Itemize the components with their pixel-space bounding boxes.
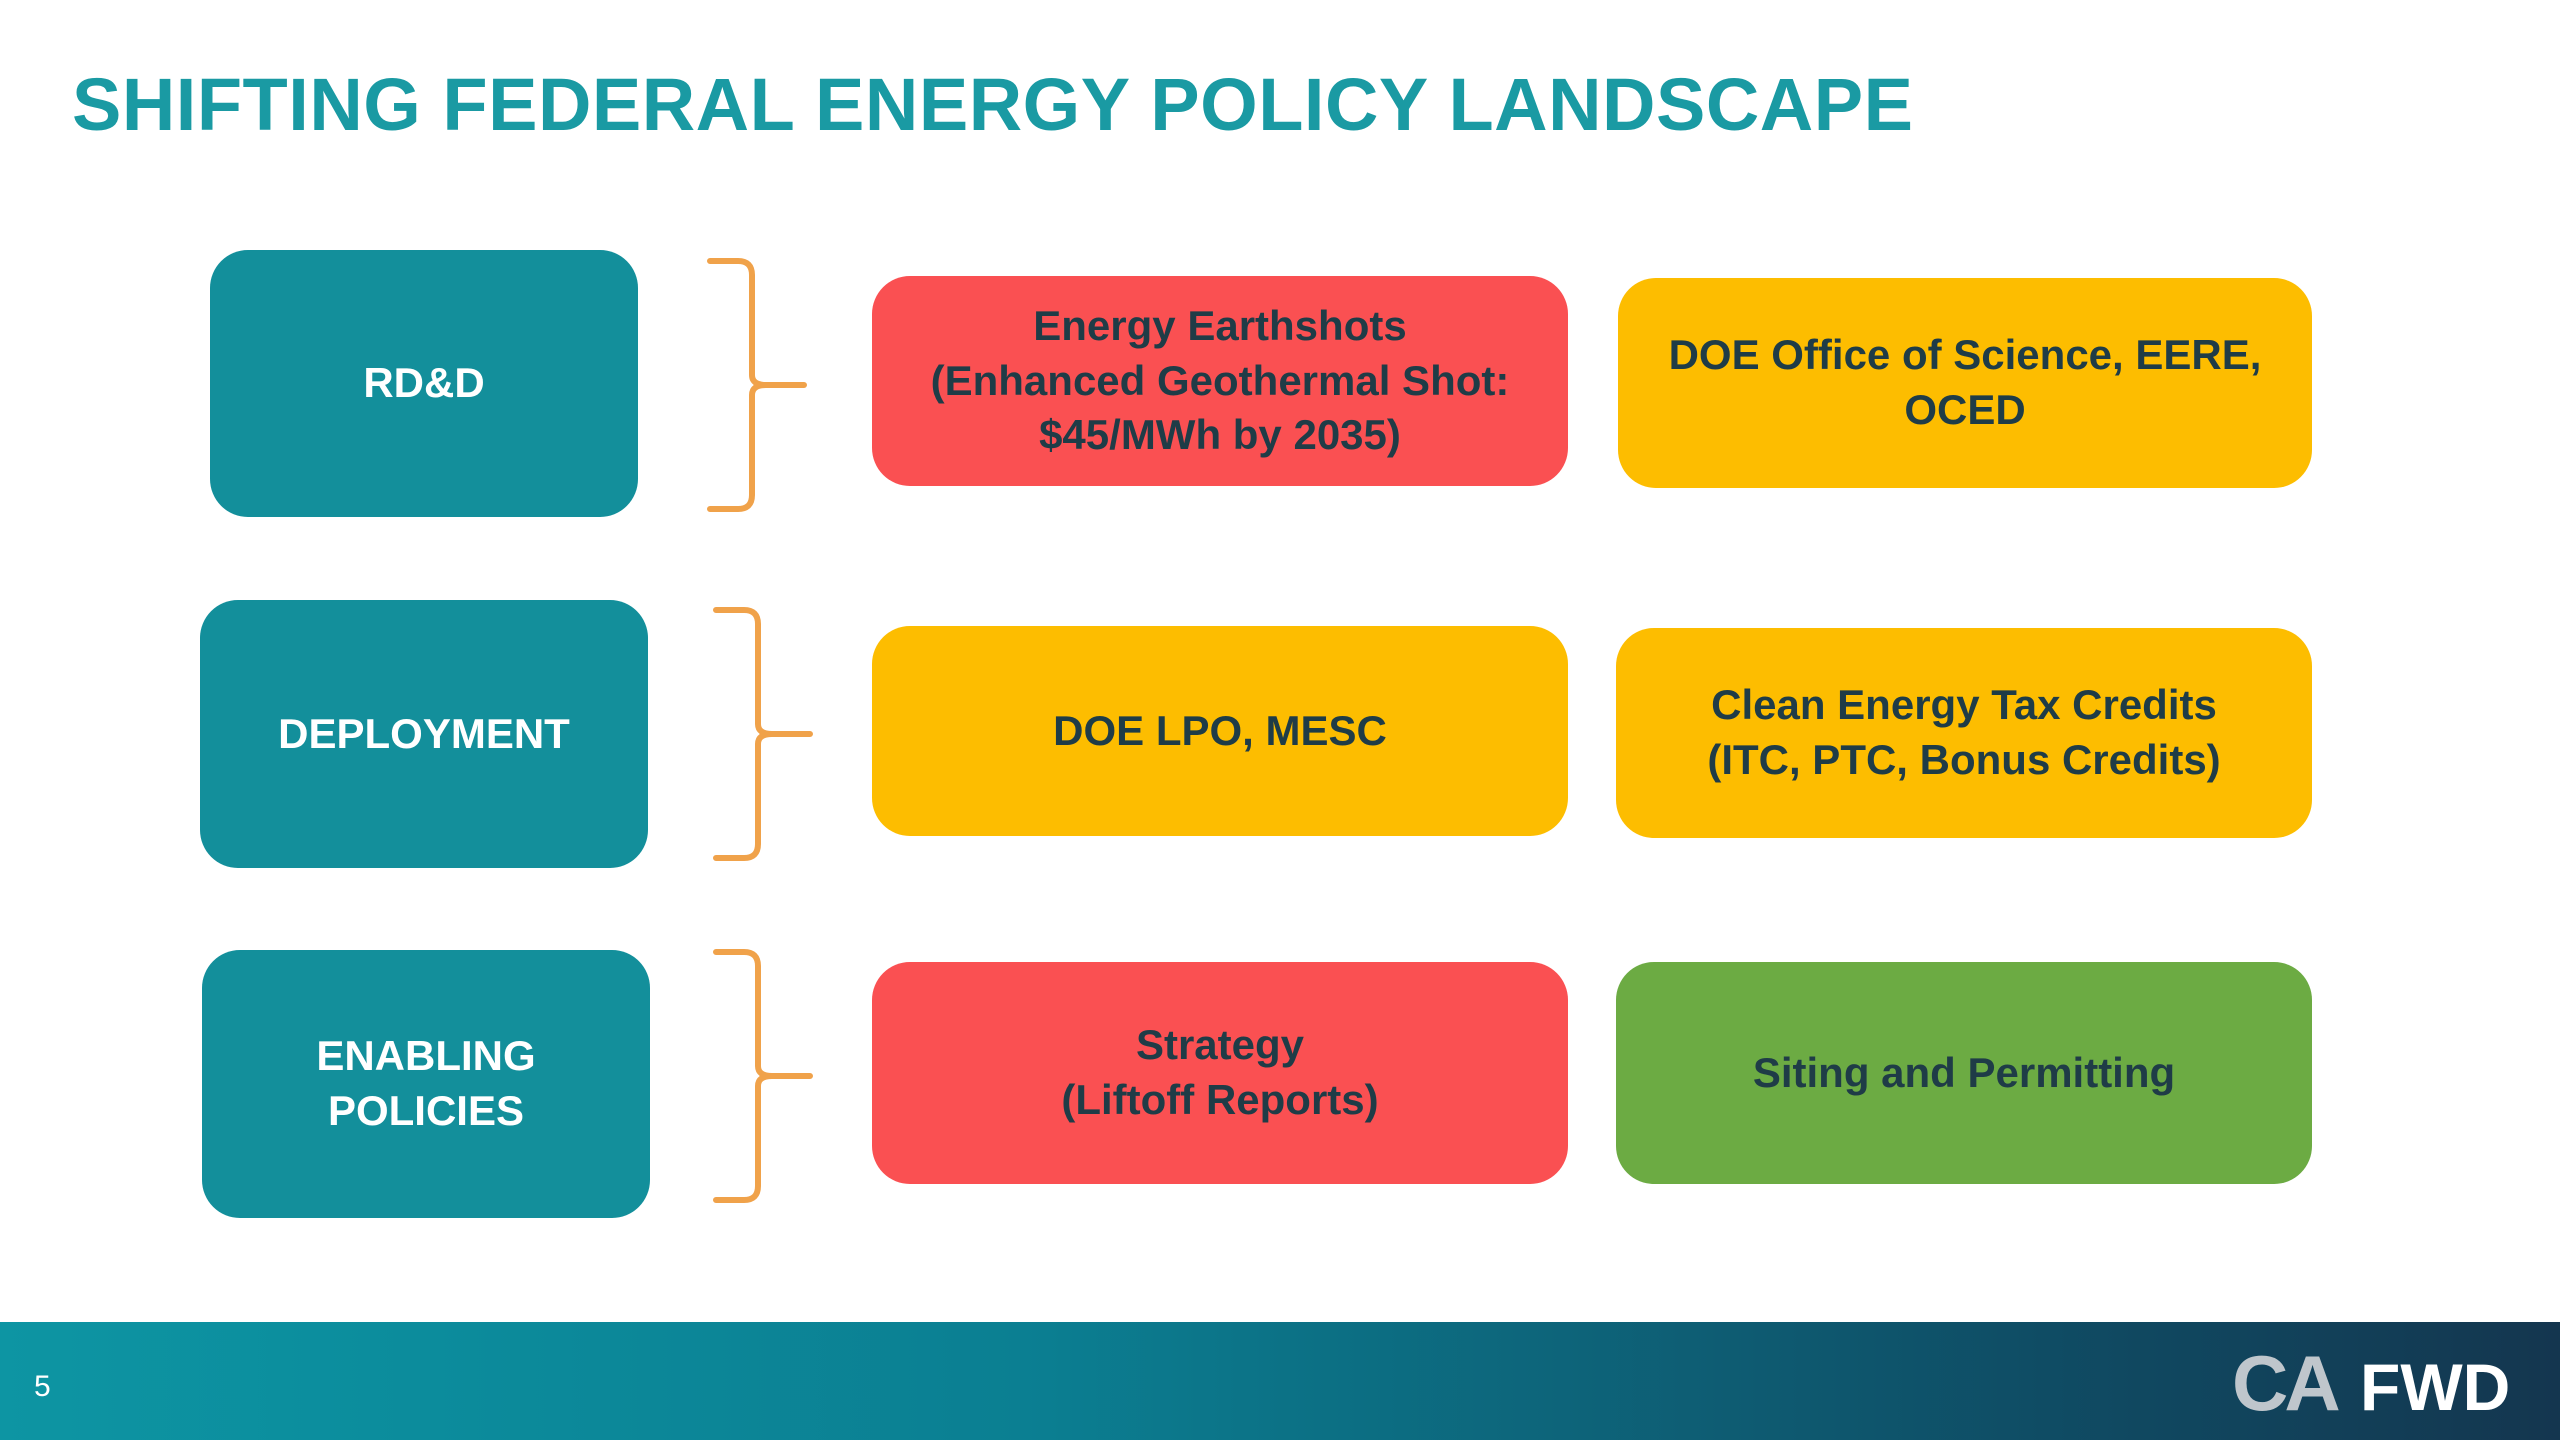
item-siting-and-permitting: Siting and Permitting [1616, 962, 2312, 1184]
bracket-rdd-icon [707, 258, 807, 512]
item-strategy-liftoff-reports: Strategy (Liftoff Reports) [872, 962, 1568, 1184]
category-enabling-policies-box: ENABLING POLICIES [202, 950, 650, 1218]
item-clean-energy-tax-credits: Clean Energy Tax Credits (ITC, PTC, Bonu… [1616, 628, 2312, 838]
page-number: 5 [34, 1370, 51, 1403]
footer-bar [0, 1322, 2560, 1440]
category-rdd-box: RD&D [210, 250, 638, 517]
bracket-enabling-policies-icon [713, 949, 813, 1203]
slide-title: SHIFTING FEDERAL ENERGY POLICY LANDSCAPE [72, 63, 1914, 146]
category-deployment-box: DEPLOYMENT [200, 600, 648, 868]
item-doe-office-of-science: DOE Office of Science, EERE, OCED [1618, 278, 2312, 488]
svg-text:CA: CA [2232, 1340, 2339, 1426]
cafwd-logo: CA FWD [2232, 1340, 2510, 1426]
item-energy-earthshots: Energy Earthshots (Enhanced Geothermal S… [872, 276, 1568, 486]
svg-text:FWD: FWD [2360, 1350, 2510, 1424]
bracket-deployment-icon [713, 607, 813, 861]
item-doe-lpo-mesc: DOE LPO, MESC [872, 626, 1568, 836]
